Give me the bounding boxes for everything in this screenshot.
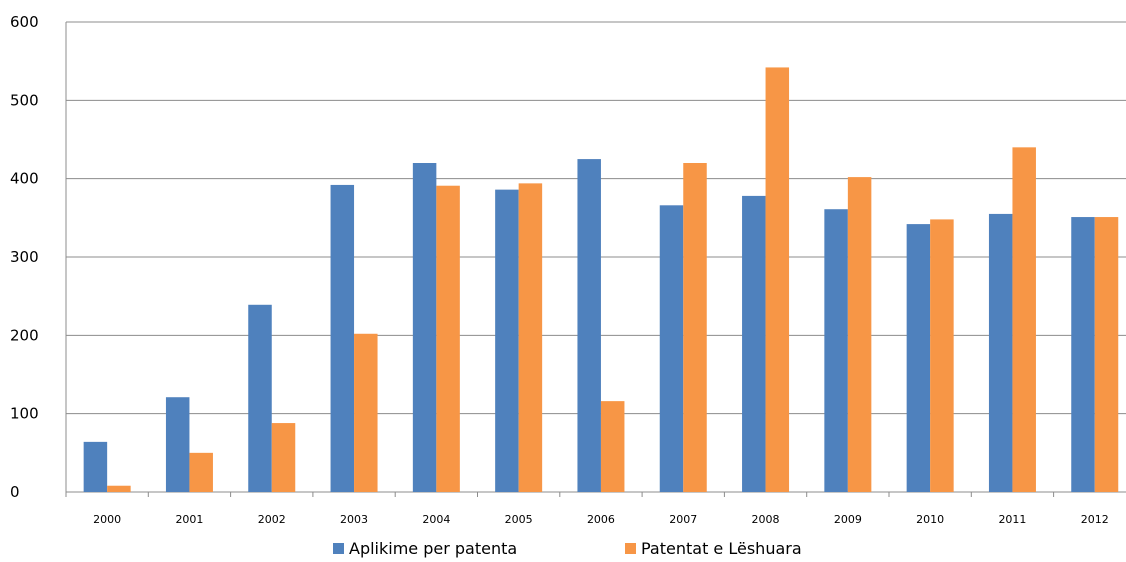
x-tick-label: 2009	[834, 513, 862, 526]
bar-applications-2010	[906, 224, 931, 492]
y-tick-label: 100	[10, 405, 39, 423]
bar-granted-2011	[1012, 147, 1036, 493]
y-tick-label: 500	[10, 91, 39, 109]
tick-labels: 0 100 200 300 400 500 600 2000 2001 2002 2003 2004 2…	[10, 13, 1109, 526]
bar-applications-2001	[165, 397, 190, 492]
bar-applications-2012	[1071, 217, 1095, 493]
bar-applications-2006	[577, 159, 601, 493]
bar-applications-2003	[330, 184, 355, 492]
bar-applications-2008	[742, 195, 766, 492]
x-tick-label: 2001	[175, 513, 203, 526]
bar-granted-2002	[271, 423, 296, 492]
x-tick-label: 2003	[340, 513, 368, 526]
x-tick-label: 2010	[916, 513, 944, 526]
x-tick-label: 2004	[422, 513, 450, 526]
x-tick-label: 2005	[505, 513, 533, 526]
bar-granted-2001	[189, 452, 213, 492]
x-tick-label: 2002	[258, 513, 286, 526]
bar-granted-2012	[1094, 217, 1119, 493]
bar-granted-2004	[436, 185, 460, 492]
y-tick-label: 600	[10, 13, 39, 31]
bar-granted-2009	[847, 177, 872, 492]
legend-swatch	[625, 543, 636, 554]
bar-applications-2004	[412, 163, 437, 492]
bar-applications-2002	[248, 304, 272, 492]
legend-swatch	[333, 543, 344, 554]
bar-granted-2010	[930, 219, 954, 492]
x-tick-label: 2012	[1081, 513, 1109, 526]
x-tick-label: 2008	[752, 513, 780, 526]
x-tick-label: 2006	[587, 513, 615, 526]
y-tick-label: 200	[10, 326, 39, 344]
bar-applications-2011	[988, 213, 1013, 492]
legend-label: Patentat e Lëshuara	[641, 539, 802, 558]
bar-granted-2006	[600, 401, 625, 492]
bars	[83, 67, 1119, 493]
bar-granted-2003	[354, 333, 378, 492]
bar-applications-2000	[83, 441, 108, 492]
bar-granted-2008	[765, 67, 790, 492]
x-tick-label: 2011	[998, 513, 1026, 526]
x-tick-label: 2000	[93, 513, 121, 526]
bar-applications-2005	[495, 189, 519, 492]
x-tick-label: 2007	[669, 513, 697, 526]
bar-applications-2007	[659, 205, 684, 493]
legend: Aplikime per patenta Patentat e Lëshuara	[333, 539, 802, 558]
legend-label: Aplikime per patenta	[349, 539, 517, 558]
bar-applications-2009	[824, 209, 848, 492]
y-tick-label: 400	[10, 170, 39, 188]
y-tick-label: 0	[10, 483, 20, 501]
bar-granted-2005	[518, 183, 543, 492]
bar-granted-2007	[683, 163, 707, 492]
bar-granted-2000	[107, 485, 131, 492]
y-tick-label: 300	[10, 248, 39, 266]
